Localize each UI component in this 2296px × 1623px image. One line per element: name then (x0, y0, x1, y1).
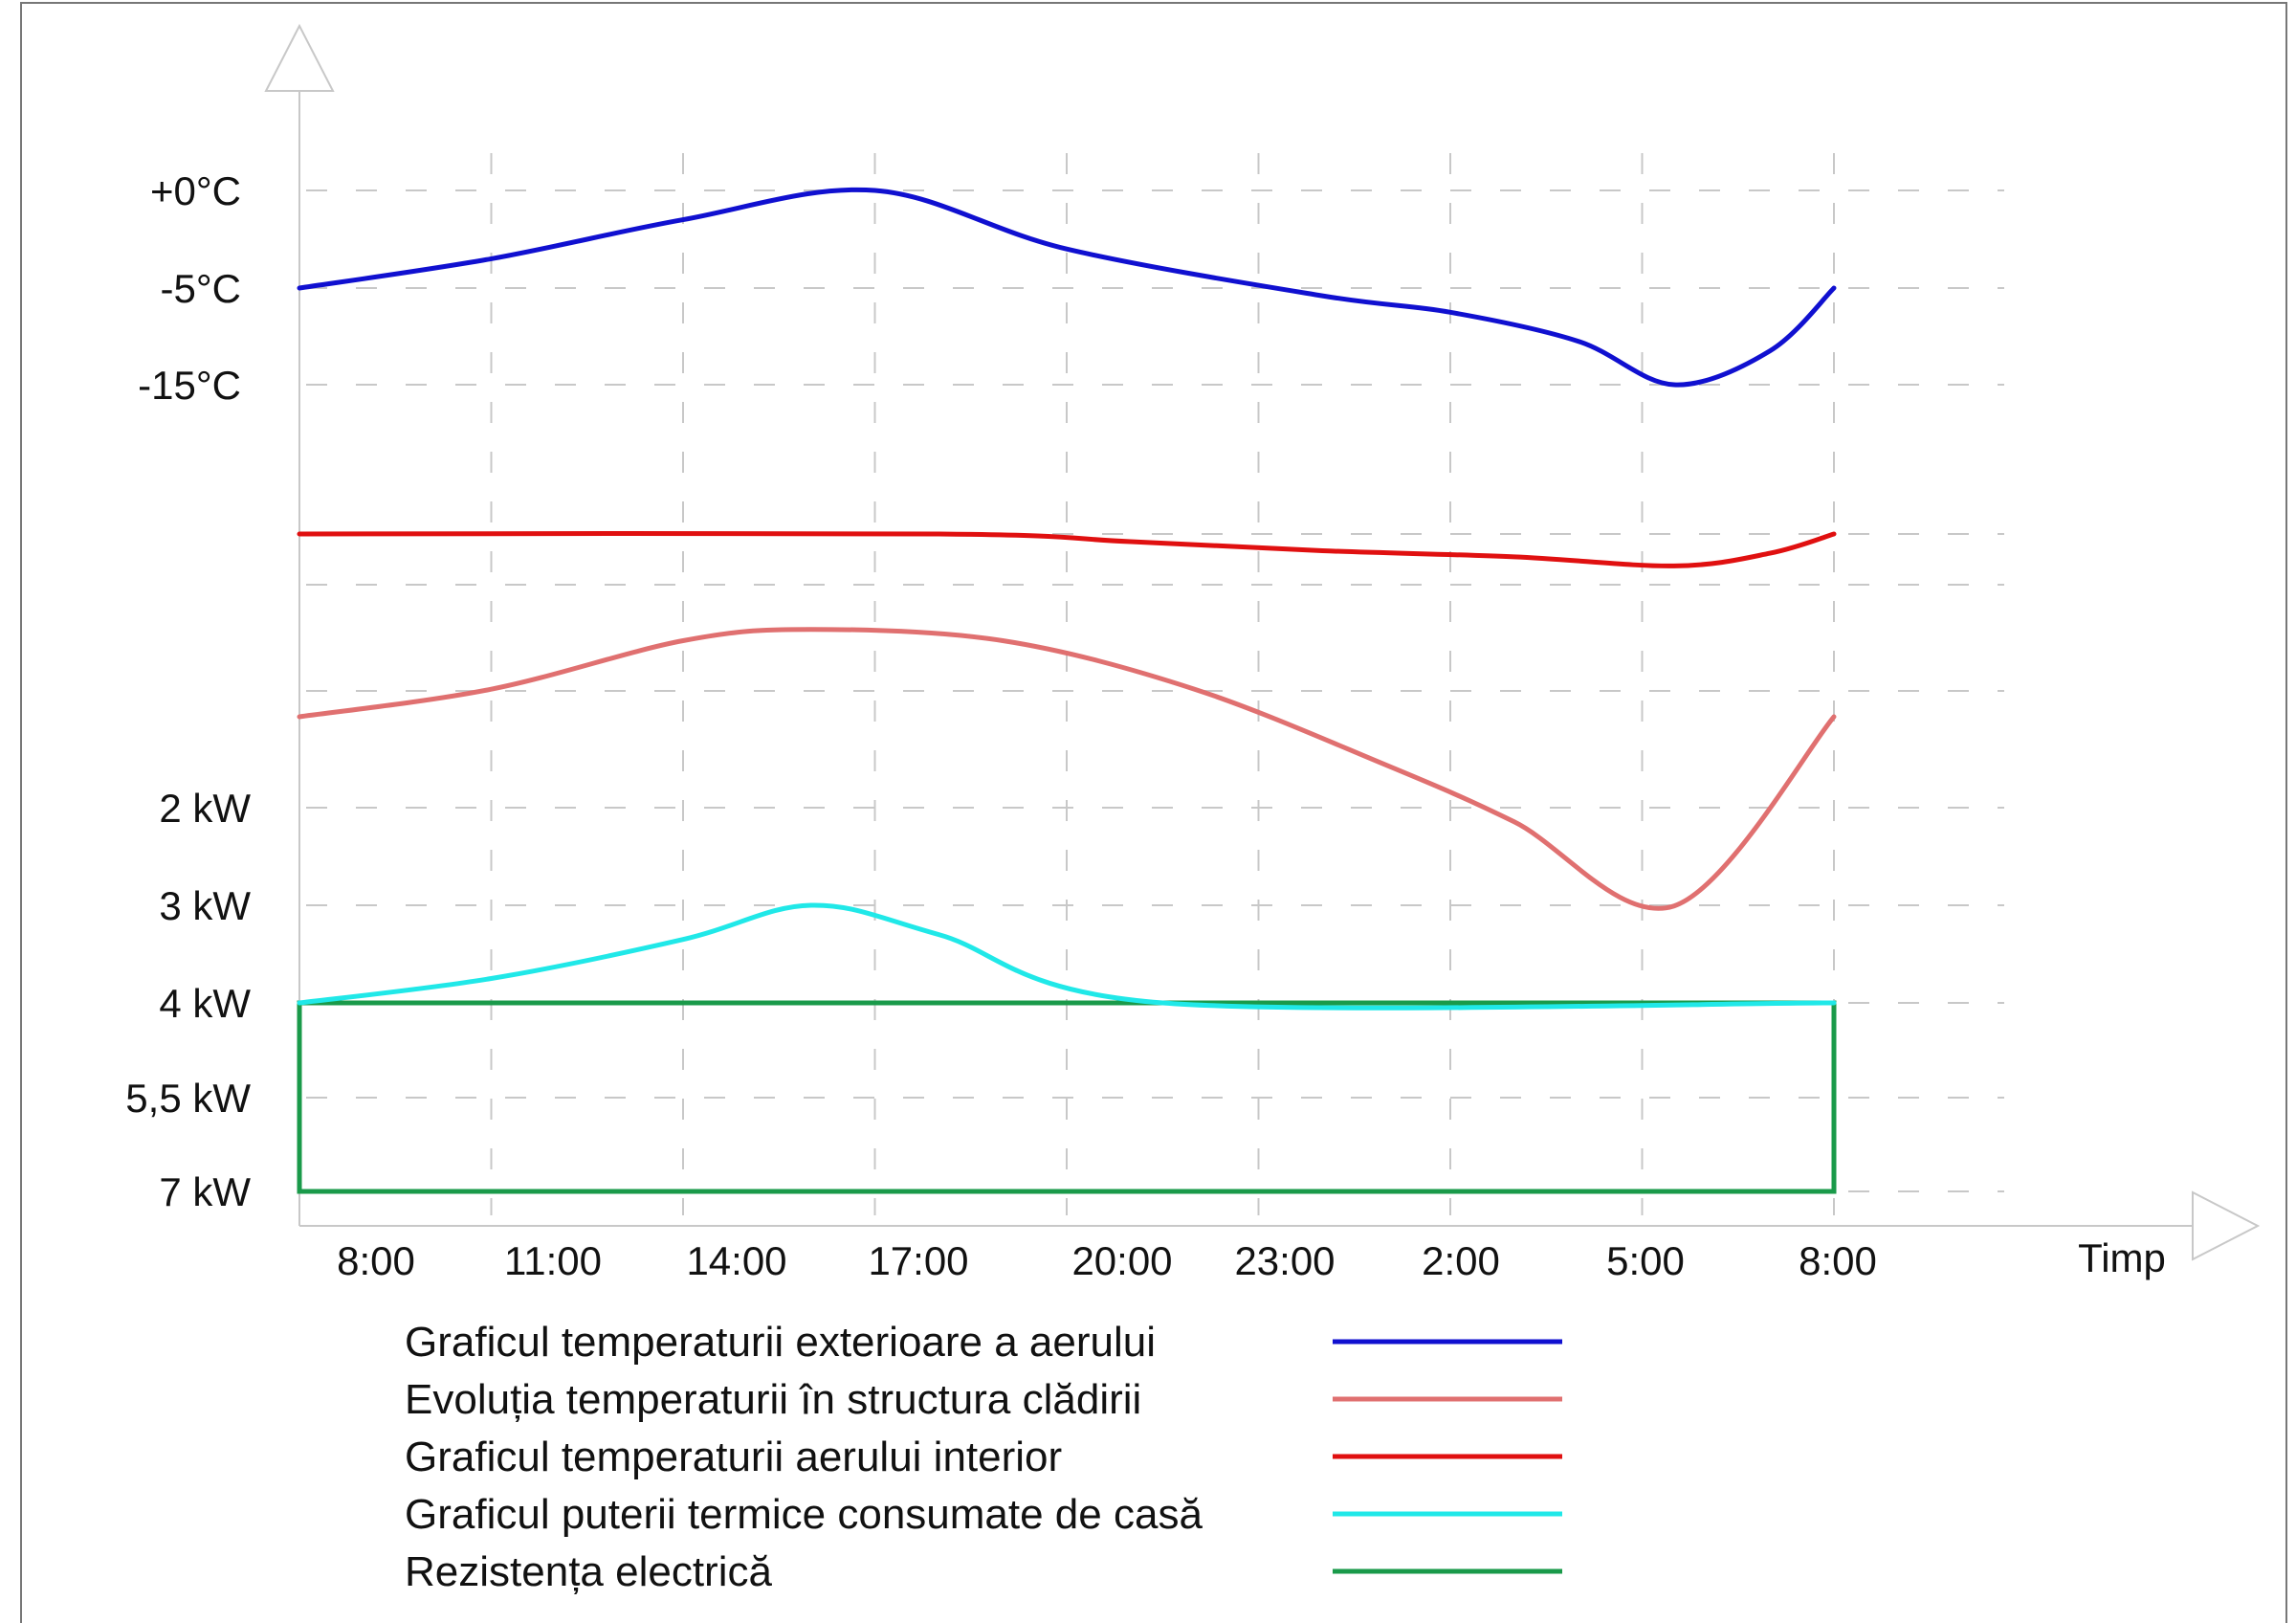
x-tick-label: 23:00 (1234, 1238, 1335, 1283)
x-tick-label: 20:00 (1071, 1238, 1172, 1283)
y-tick-label-power: 4 kW (159, 981, 251, 1026)
y-tick-label-temperature: -5°C (161, 266, 241, 311)
series-structure-line (297, 627, 1837, 911)
x-tick-label: 8:00 (337, 1238, 415, 1283)
axes (264, 23, 2261, 1261)
x-tick-label: 14:00 (686, 1238, 786, 1283)
x-tick-label: 5:00 (1606, 1238, 1685, 1283)
x-tick-label: 2:00 (1422, 1238, 1500, 1283)
labels-layer: 8:00 11:00 14:00 17:00 20:00 23:00 2:00 5:00 8:0… (125, 168, 2166, 1283)
legend-label-outdoor: Graficul temperaturii exterioare a aerul… (405, 1319, 1156, 1366)
y-axis-arrow (264, 23, 335, 92)
y-tick-label-temperature: -15°C (138, 363, 241, 408)
x-tick-label: 11:00 (504, 1238, 602, 1283)
series-indoor-line (297, 530, 1837, 568)
series-layer (297, 187, 1837, 1194)
y-tick-label-power: 7 kW (159, 1169, 251, 1214)
legend-label-indoor: Graficul temperaturii aerului interior (405, 1434, 1062, 1480)
legend-label-resistance: Rezistența electrică (405, 1548, 772, 1595)
legend-label-power: Graficul puterii termice consumate de ca… (405, 1491, 1203, 1538)
y-tick-label-power: 3 kW (159, 883, 251, 928)
x-axis-arrow (2192, 1190, 2261, 1261)
x-tick-label: 17:00 (868, 1238, 968, 1283)
x-axis-label: Timp (2078, 1235, 2166, 1280)
series-power-line (297, 902, 1837, 1011)
legend-label-structure: Evoluția temperaturii în structura clădi… (405, 1376, 1141, 1423)
grid (298, 153, 2004, 1215)
chart-frame (20, 2, 2287, 1623)
series-resistance-line (297, 1000, 1837, 1194)
legend: Graficul temperaturii exterioare a aerul… (405, 1319, 1562, 1595)
y-tick-label-power: 2 kW (159, 786, 251, 831)
y-tick-label-temperature: +0°C (150, 168, 241, 213)
series-outdoor-line (297, 187, 1837, 388)
x-tick-label: 8:00 (1799, 1238, 1877, 1283)
y-tick-label-power: 5,5 kW (125, 1076, 251, 1121)
